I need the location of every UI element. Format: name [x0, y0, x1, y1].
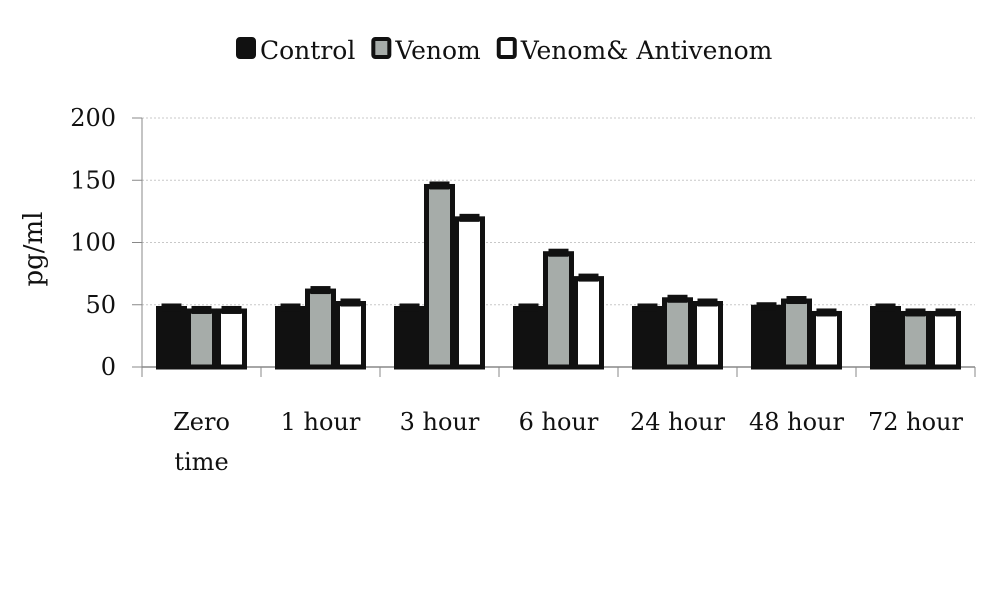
- bar-venom-antivenom: [216, 308, 247, 370]
- bar-venom: [900, 310, 931, 370]
- tick-labels: 0 50 100 150 200 Zero time 1 hour 3 hour 6 hour 24…: [70, 104, 963, 476]
- y-axis-title: pg/ml: [19, 211, 49, 286]
- error-bar-cap: [756, 302, 777, 311]
- y-tick-label: 200: [70, 104, 116, 132]
- error-bar-cap: [548, 248, 569, 257]
- y-tick-label: 150: [70, 166, 116, 194]
- legend-label: Control: [260, 36, 355, 65]
- x-tick-label: 48 hour: [749, 408, 845, 436]
- legend-swatch: [236, 37, 256, 59]
- error-bar-cap: [667, 294, 688, 303]
- error-bar-cap: [905, 308, 926, 317]
- x-tick-label: 24 hour: [630, 408, 726, 436]
- error-bar-cap: [518, 303, 539, 312]
- x-tick-label: time: [174, 448, 228, 476]
- legend-label: Venom: [394, 36, 481, 65]
- legend-label: Venom& Antivenom: [520, 36, 773, 65]
- x-tick-label: Zero: [173, 408, 230, 436]
- error-bar-cap: [816, 308, 837, 317]
- x-tick-label: 72 hour: [868, 408, 964, 436]
- error-bar-cap: [578, 273, 599, 282]
- error-bar-cap: [875, 303, 896, 312]
- bar-control: [394, 305, 425, 370]
- legend: Control Venom Venom& Antivenom: [236, 36, 773, 65]
- bar-venom-antivenom: [573, 276, 604, 370]
- bar-venom: [186, 308, 217, 370]
- bar-control: [632, 305, 663, 370]
- bar-venom: [305, 288, 336, 370]
- bar-venom-antivenom: [811, 310, 842, 370]
- x-tick-label: 1 hour: [281, 408, 361, 436]
- error-bar-cap: [221, 305, 242, 314]
- bar-control: [751, 304, 782, 370]
- legend-swatch: [371, 37, 392, 59]
- bar-control: [870, 305, 901, 370]
- error-bar-cap: [935, 308, 956, 317]
- y-tick-label: 50: [85, 291, 116, 319]
- bars: [156, 181, 961, 370]
- error-bar-cap: [280, 303, 301, 312]
- bar-venom-antivenom: [454, 216, 485, 370]
- x-tick-label: 6 hour: [519, 408, 599, 436]
- y-tick-label: 100: [70, 229, 116, 257]
- y-tick-label: 0: [101, 353, 116, 381]
- bar-venom: [781, 298, 812, 370]
- error-bar-cap: [637, 303, 658, 312]
- error-bar-cap: [786, 296, 807, 305]
- error-bar-cap: [697, 298, 718, 307]
- bar-control: [513, 305, 544, 370]
- x-tick-label: 3 hour: [400, 408, 480, 436]
- error-bar-cap: [459, 213, 480, 222]
- bar-venom-antivenom: [692, 301, 723, 370]
- bar-control: [156, 305, 187, 370]
- error-bar-cap: [399, 303, 420, 312]
- legend-swatch: [496, 37, 517, 59]
- bar-venom-antivenom: [930, 310, 961, 370]
- bar-venom: [662, 297, 693, 370]
- bar-control: [275, 305, 306, 370]
- error-bar-cap: [340, 298, 361, 307]
- bar-venom-antivenom: [335, 301, 366, 370]
- error-bar-cap: [310, 286, 331, 295]
- error-bar-cap: [429, 181, 450, 190]
- bar-venom: [424, 183, 455, 370]
- error-bar-cap: [191, 305, 212, 314]
- error-bar-cap: [161, 303, 182, 312]
- bar-venom: [543, 251, 574, 370]
